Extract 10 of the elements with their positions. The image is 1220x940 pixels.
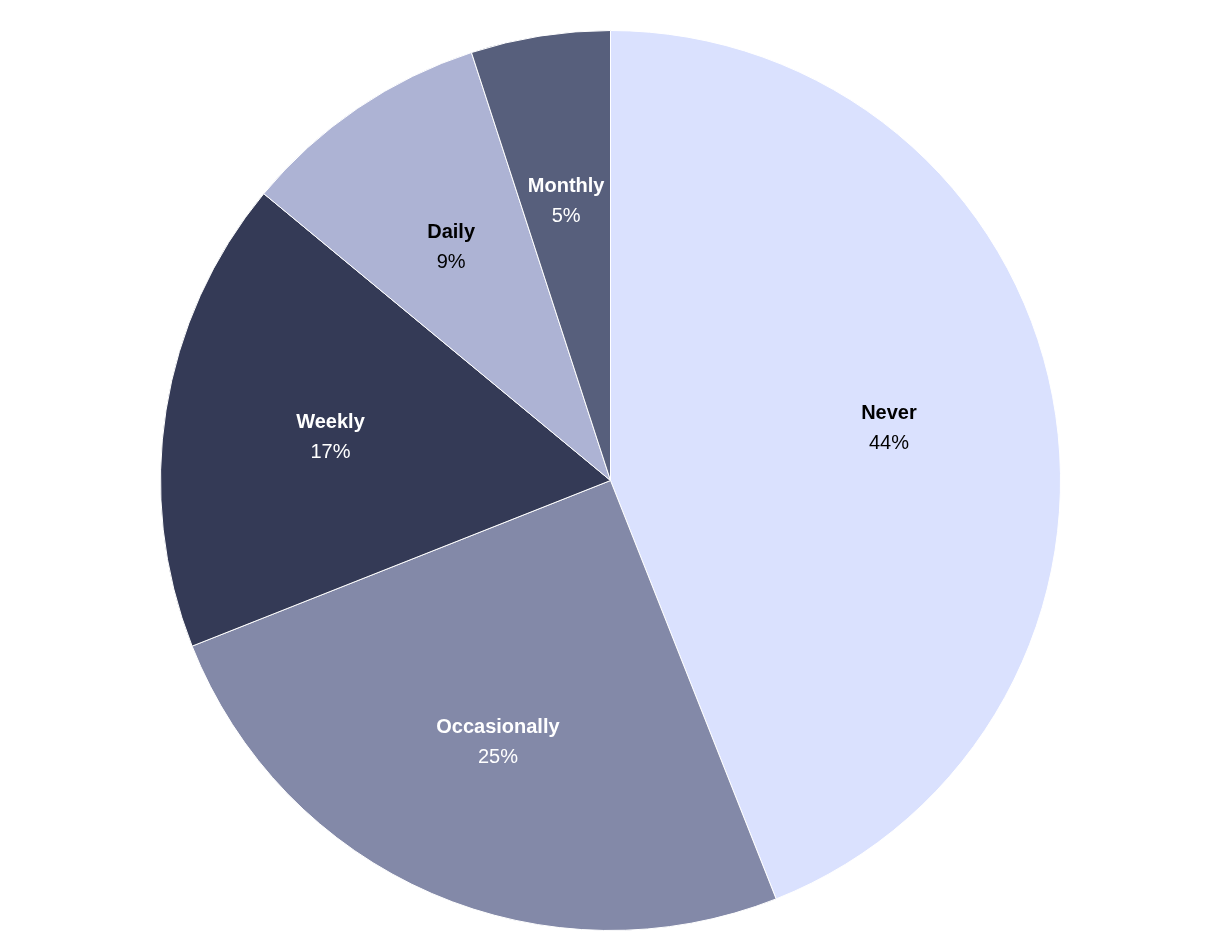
slice-label: Weekly	[296, 410, 366, 433]
data-label: 17%	[310, 440, 351, 463]
data-label: 9%	[436, 250, 466, 273]
data-label: 25%	[477, 744, 519, 767]
slice-label: Occasionally	[436, 714, 561, 737]
data-label: 5%	[551, 204, 581, 227]
data-label: 44%	[868, 431, 910, 454]
slice-label: Never	[861, 401, 917, 424]
slice-label: Monthly	[527, 174, 606, 197]
slice-label: Daily	[427, 220, 476, 243]
